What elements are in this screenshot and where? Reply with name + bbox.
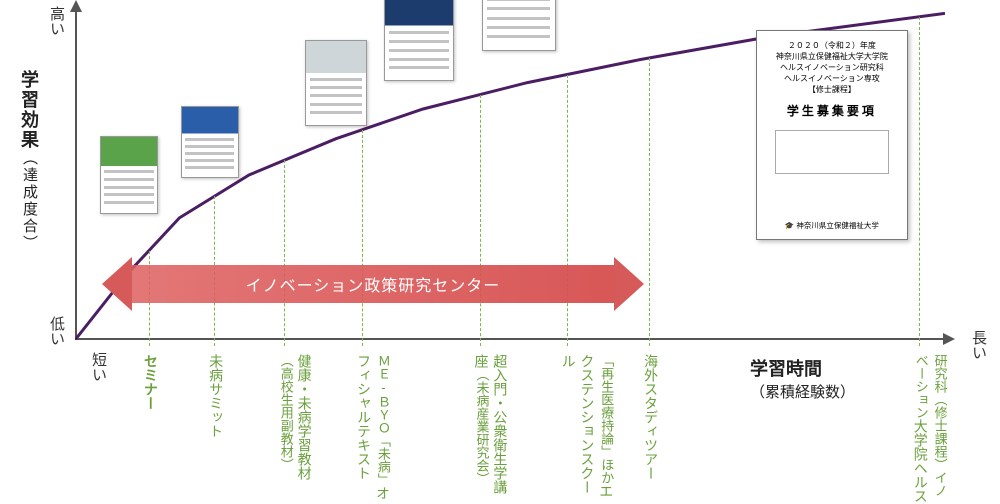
xtick-label: 超入門・公衆衛生学講座（未病産業研究会）	[472, 354, 510, 504]
thumbnail	[384, 0, 454, 81]
x-short-label: 短い	[88, 352, 109, 382]
gridline	[919, 17, 920, 346]
gridline	[362, 130, 363, 346]
y-low-label: 低い	[46, 316, 67, 346]
y-high-label: 高い	[46, 6, 67, 36]
doc-title-line: ヘルスイノベーション研究科	[765, 63, 899, 74]
xtick-label: 海外スタディツアー	[641, 354, 660, 480]
xtick-label: 「再生医療持論」ほかエクステンションスクール	[559, 354, 616, 504]
doc-footer: 🎓 神奈川県立保健福祉大学	[757, 221, 907, 231]
gridline	[649, 58, 650, 346]
right-document: ２０２０（令和２）年度神奈川県立保健福祉大学大学院ヘルスイノベーション研究科ヘル…	[756, 30, 908, 240]
xtick-label: 健康・未病学習教材（高校生用副教材）	[276, 354, 314, 504]
y-axis-label: 学習効果（達成度合）	[16, 70, 42, 252]
x-axis-label-paren: （累積経験数）	[750, 381, 855, 402]
thumbnail	[482, 0, 556, 51]
thumbnail	[181, 106, 239, 178]
x-long-label: 長い	[968, 330, 989, 360]
doc-title-line: 神奈川県立保健福祉大学大学院	[765, 52, 899, 63]
center-arrow-text: イノベーション政策研究センター	[132, 265, 615, 303]
thumbnail	[305, 40, 367, 126]
doc-heading: 学生募集要項	[765, 103, 899, 119]
thumbnail	[100, 136, 158, 214]
xtick-label: 未病サミット	[206, 354, 225, 438]
gridline	[284, 160, 285, 346]
center-arrow: イノベーション政策研究センター	[132, 265, 615, 303]
y-axis-label-paren: （達成度合）	[21, 150, 38, 252]
plot-area: イノベーション政策研究センター ２０２０（令和２）年度神奈川県立保健福祉大学大学…	[75, 10, 945, 340]
gridline	[567, 75, 568, 346]
learning-curve-diagram: 高い 低い 学習効果（達成度合） イノベーション政策研究センター ２０２０（令和…	[0, 0, 1000, 504]
y-axis-label-main: 学習効果	[19, 70, 39, 150]
doc-title-line: ヘルスイノベーション専攻	[765, 74, 899, 85]
gridline	[480, 95, 481, 346]
x-axis-label-main: 学習時間	[750, 359, 822, 379]
xtick-label: セミナー	[141, 354, 160, 410]
x-axis-label: 学習時間 （累積経験数）	[750, 355, 855, 402]
xtick-label: 研究科（修士課程）イノベーション大学院ヘルス	[911, 354, 949, 504]
xtick-label: ＭＥ‐ＢＹＯ「未病」オフィシャルテキスト	[354, 354, 392, 504]
doc-title-line: ２０２０（令和２）年度	[765, 41, 899, 52]
doc-title-line: 【修士課程】	[765, 85, 899, 96]
